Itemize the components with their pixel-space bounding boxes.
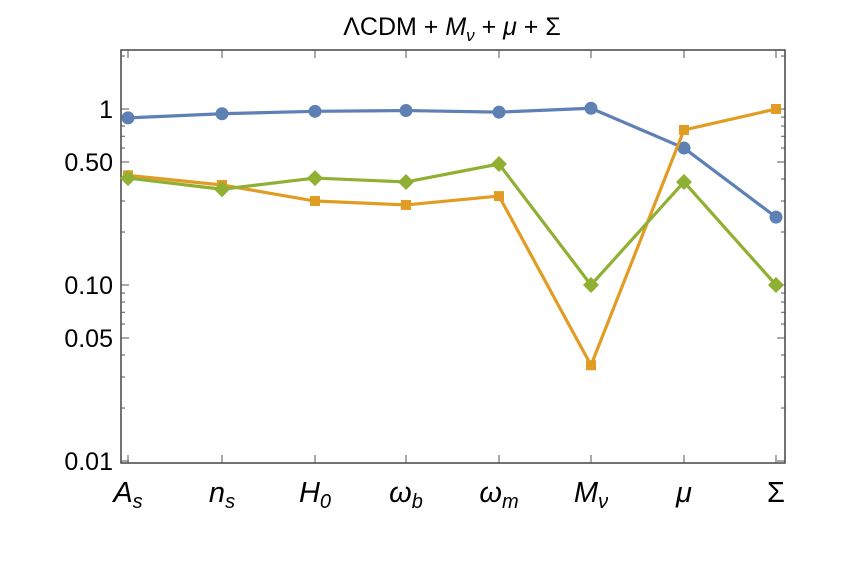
title-part: ν — [466, 26, 475, 45]
data-point — [771, 104, 781, 114]
data-point — [492, 105, 506, 119]
x-tick-label: ωb — [389, 477, 423, 513]
x-tick-label-sub: b — [412, 491, 423, 513]
data-point — [215, 107, 229, 121]
x-tick-label: As — [111, 477, 142, 513]
x-tick-label: Σ — [767, 477, 785, 509]
chart-title: ΛCDM + Mν + μ + Σ — [343, 13, 561, 45]
data-point — [583, 277, 599, 293]
title-part: μ — [502, 13, 517, 41]
x-tick-label-base: M — [574, 477, 599, 509]
data-point — [494, 191, 504, 202]
series-circle — [121, 101, 783, 224]
x-tick-label: H0 — [299, 477, 331, 513]
x-tick-label: ωm — [479, 477, 518, 513]
data-point — [676, 173, 692, 190]
data-point — [121, 111, 135, 125]
x-tick-label-sub: m — [502, 491, 519, 513]
y-tick-label: 0.01 — [64, 448, 113, 476]
data-point — [398, 173, 414, 190]
x-tick-label: μ — [675, 477, 692, 509]
x-tick-label-base: μ — [675, 477, 692, 509]
y-tick-label: 1 — [99, 96, 113, 124]
x-tick-label-sub: ν — [598, 491, 608, 513]
y-tick-label: 0.05 — [64, 325, 113, 353]
title-part: ΛCDM + — [343, 13, 445, 41]
data-point — [401, 199, 411, 210]
data-point — [586, 360, 596, 371]
data-point — [679, 124, 689, 135]
y-tick-label: 0.50 — [64, 149, 113, 177]
data-point — [491, 155, 507, 172]
x-tick-label-sub: s — [225, 491, 235, 513]
title-part: + — [475, 13, 504, 41]
data-point — [310, 196, 320, 207]
x-tick-label-base: ω — [479, 477, 502, 509]
x-tick-label-base: A — [111, 477, 132, 509]
x-tick-label-base: Σ — [767, 477, 785, 509]
series-group — [120, 101, 784, 371]
y-tick-label: 0.10 — [64, 272, 113, 300]
series-line — [127, 106, 777, 219]
data-point — [584, 101, 598, 115]
x-tick-label-sub: 0 — [320, 491, 331, 513]
data-point — [214, 181, 230, 198]
data-point — [399, 104, 413, 118]
series-diamond — [120, 155, 784, 293]
data-point — [677, 141, 691, 155]
data-point — [308, 104, 322, 118]
data-point — [120, 170, 136, 187]
x-tick-label: ns — [209, 477, 235, 513]
x-tick-label-base: ω — [389, 477, 412, 509]
series-line — [127, 162, 778, 287]
data-point — [307, 170, 323, 187]
data-point — [769, 210, 783, 224]
x-tick-label: Mν — [574, 477, 608, 513]
x-tick-label-base: H — [299, 477, 320, 509]
x-tick-label-base: n — [209, 477, 225, 509]
title-part: M — [445, 13, 466, 41]
plot-frame — [120, 49, 786, 464]
series-line — [127, 107, 777, 367]
title-part: + Σ — [517, 13, 561, 41]
x-tick-label-sub: s — [133, 491, 143, 513]
data-point — [768, 277, 784, 293]
